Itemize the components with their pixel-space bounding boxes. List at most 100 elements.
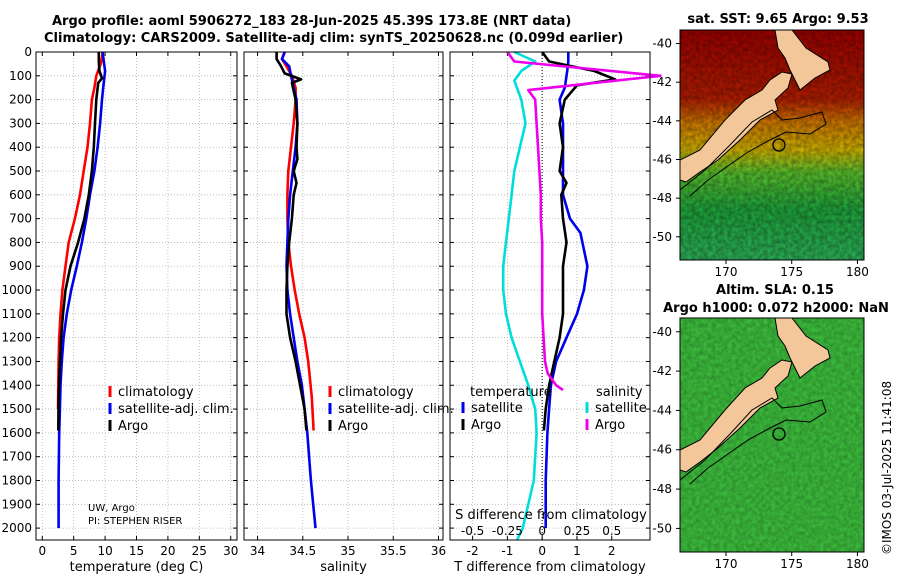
temperature-xlabel: temperature (deg C) xyxy=(70,560,204,575)
series-line-argo xyxy=(275,52,308,431)
legend-label: satellite xyxy=(471,401,523,416)
depth-tick-label: 1300 xyxy=(1,354,32,368)
differences-xtick-label: 1 xyxy=(573,544,581,558)
s-diff-tick-label: 0 xyxy=(538,524,546,538)
salinity-xtick-label: 34.5 xyxy=(289,544,316,558)
differences-frame xyxy=(449,51,651,541)
salinity-frame xyxy=(243,51,444,541)
s-diff-tick-label: -0.5 xyxy=(461,524,484,538)
sst-map xyxy=(679,29,865,261)
temperature-xtick-label: 10 xyxy=(97,544,112,558)
depth-tick-label: 1000 xyxy=(1,283,32,297)
depth-tick-label: 1500 xyxy=(1,402,32,416)
depth-tick-label: 1100 xyxy=(1,307,32,321)
pi-annotation: PI: STEPHEN RISER xyxy=(88,516,182,527)
sla-map-subtitle: Argo h1000: 0.072 h2000: NaN xyxy=(663,301,889,316)
sst_map-ytick-label: -42 xyxy=(652,75,672,89)
sla-map-title: Altim. SLA: 0.15 xyxy=(716,283,834,298)
series-line-satellite-adj-clim- xyxy=(57,51,107,529)
temperature-panel: 0100200300400500600700800900100011001200… xyxy=(1,45,238,575)
s-diff-tick-label: 0.5 xyxy=(602,524,621,538)
differences-panel: -2 -1 0 1 2 T difference from climatology temp… xyxy=(449,50,662,575)
legend-label: Argo xyxy=(118,419,148,434)
s-diff-axis-title: S difference from climatology xyxy=(455,508,647,523)
sla-1000m-contour xyxy=(680,397,827,485)
differences-xtick-label: -2 xyxy=(467,544,479,558)
temperature-xtick-label: 20 xyxy=(160,544,175,558)
s-diff-tick-label: 0.25 xyxy=(564,524,591,538)
sla_map-ytick-label: -44 xyxy=(652,403,672,417)
depth-tick-label: 0 xyxy=(24,45,32,59)
series-line-t-satellite-clim xyxy=(544,52,589,529)
salinity-xtick-label: 36 xyxy=(431,544,446,558)
legend-label: climatology xyxy=(338,385,414,400)
depth-tick-label: 700 xyxy=(9,212,32,226)
figure-title-line2: Climatology: CARS2009. Satellite-adj cli… xyxy=(44,31,624,46)
depth-tick-label: 1400 xyxy=(1,378,32,392)
legend-label: satellite-adj. clim. xyxy=(338,402,454,417)
legend-label: satellite xyxy=(595,401,647,416)
sst_map-xtick-label: 170 xyxy=(715,265,738,279)
sla_map-ytick-label: -46 xyxy=(652,443,672,457)
depth-tick-label: 500 xyxy=(9,164,32,178)
sla_map-ytick-label: -48 xyxy=(652,482,672,496)
salinity-panel: 34 34.5 35 35.5 36 salinity climatology satelli… xyxy=(243,51,454,575)
sla-south-island xyxy=(680,359,793,473)
sla_map-ytick-label: -42 xyxy=(652,364,672,378)
depth-tick-label: 1200 xyxy=(1,331,32,345)
sst_map-axes: 170 175 180 -40 -42 -44 -46 -48 -50 sat. SST: 9.6… xyxy=(652,12,868,279)
differences-xlabel: T difference from climatology xyxy=(453,560,646,575)
legend-header-salinity: salinity xyxy=(596,385,643,400)
legend-label: satellite-adj. clim. xyxy=(118,402,234,417)
s-diff-tick-label: -0.25 xyxy=(492,524,523,538)
sst_map-ytick-label: -46 xyxy=(652,152,672,166)
temperature-xtick-label: 15 xyxy=(129,544,144,558)
sst_map-xtick-label: 180 xyxy=(846,265,869,279)
temperature-xtick-label: 0 xyxy=(38,544,46,558)
differences-xtick-label: -1 xyxy=(501,544,513,558)
sst-south-island xyxy=(680,71,793,183)
differences-xtick-label: 0 xyxy=(538,544,546,558)
depth-tick-label: 900 xyxy=(9,259,32,273)
depth-tick-label: 1800 xyxy=(1,473,32,487)
sla_map-xtick-label: 180 xyxy=(846,557,869,571)
sst-float-marker xyxy=(772,138,786,152)
depth-tick-label: 300 xyxy=(9,116,32,130)
depth-tick-label: 2000 xyxy=(1,521,32,535)
sla_map-xtick-label: 170 xyxy=(715,557,738,571)
depth-tick-label: 1600 xyxy=(1,426,32,440)
depth-tick-label: 1700 xyxy=(1,450,32,464)
legend-header-temperature: temperature xyxy=(470,385,552,400)
series-line-argo xyxy=(57,52,104,431)
temperature-xtick-label: 30 xyxy=(223,544,238,558)
sst_map-ytick-label: -48 xyxy=(652,191,672,205)
sla-map xyxy=(679,317,865,553)
sla_map-xtick-label: 175 xyxy=(780,557,803,571)
series-line-s-satellite-clim xyxy=(501,50,538,541)
sst-1000m-contour xyxy=(680,109,827,197)
depth-tick-label: 100 xyxy=(9,69,32,83)
salinity-xtick-label: 35 xyxy=(340,544,355,558)
salinity-xtick-label: 34 xyxy=(250,544,265,558)
depth-tick-label: 600 xyxy=(9,188,32,202)
map-panels xyxy=(679,29,865,553)
temperature-xtick-label: 5 xyxy=(70,544,78,558)
salinity-xlabel: salinity xyxy=(320,560,367,575)
source-annotation: UW, Argo xyxy=(88,503,135,514)
depth-tick-label: 1900 xyxy=(1,497,32,511)
sla_map-axes: 170 175 180 -40 -42 -44 -46 -48 -50 Altim. SLA: 0… xyxy=(652,283,888,571)
legend-label: Argo xyxy=(595,418,625,433)
sst_map-ytick-label: -50 xyxy=(652,230,672,244)
legend-label: Argo xyxy=(338,419,368,434)
depth-tick-label: 800 xyxy=(9,235,32,249)
sst_map-ytick-label: -40 xyxy=(652,37,672,51)
imos-timestamp: ©IMOS 03-Jul-2025 11:41:08 xyxy=(880,380,894,555)
salinity-xtick-label: 35.5 xyxy=(380,544,407,558)
sst-north-island xyxy=(774,30,831,91)
sla_map-ytick-label: -50 xyxy=(652,521,672,535)
legend-label: Argo xyxy=(471,418,501,433)
series-line-s-argo-clim xyxy=(506,51,662,392)
sla_map-ytick-label: -40 xyxy=(652,325,672,339)
sla-float-marker xyxy=(772,427,786,441)
